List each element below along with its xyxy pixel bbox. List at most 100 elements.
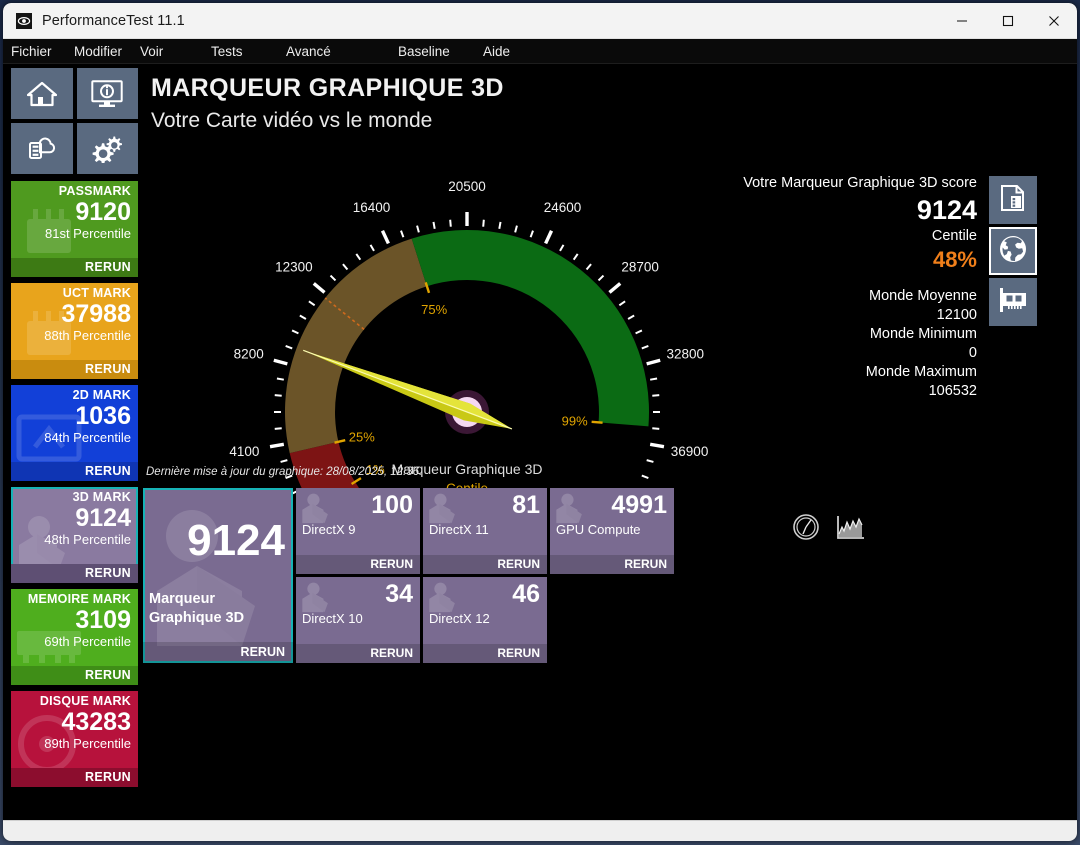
tile-name: Marqueur Graphique 3D <box>143 566 293 628</box>
mark-name: 2D MARK <box>72 388 131 402</box>
tile-directx-11[interactable]: 81 DirectX 11 RERUN <box>423 488 547 574</box>
globe-world-button[interactable] <box>989 227 1037 275</box>
rerun-button[interactable]: RERUN <box>11 666 138 685</box>
system-info-button[interactable] <box>76 68 138 119</box>
minimize-button[interactable] <box>939 3 985 39</box>
gauge-tick-label: 4100 <box>229 444 259 459</box>
tile-directx-9[interactable]: 100 DirectX 9 RERUN <box>296 488 420 574</box>
mark-percentile: 84th Percentile <box>44 430 131 445</box>
tile-directx-12[interactable]: 46 DirectX 12 RERUN <box>423 577 547 663</box>
line-chart-view-icon <box>835 513 865 546</box>
report-document-button[interactable] <box>989 176 1037 224</box>
mark-name: 3D MARK <box>72 490 131 504</box>
globe-world-icon <box>997 233 1029 270</box>
line-chart-view-button[interactable] <box>833 514 867 544</box>
close-button[interactable] <box>1031 3 1077 39</box>
score-value: 9124 <box>916 195 977 225</box>
sidebar-mark-memoire-mark[interactable]: MEMOIRE MARK 3109 69th Percentile RERUN <box>11 589 138 685</box>
window-controls <box>939 3 1077 39</box>
gauge-tick-label: 28700 <box>621 260 659 275</box>
gauge-view-icon <box>792 513 820 546</box>
mark-name: DISQUE MARK <box>39 694 131 708</box>
page-title: MARQUEUR GRAPHIQUE 3D <box>151 74 504 102</box>
rerun-button[interactable]: RERUN <box>296 555 420 574</box>
system-info-icon <box>91 79 123 108</box>
tile-marqueur-graphique-3d[interactable]: 9124 Marqueur Graphique 3D RERUN <box>143 488 293 663</box>
gauge-percentile-marker: 1% <box>366 462 385 477</box>
tile-gpu-compute[interactable]: 4991 GPU Compute RERUN <box>550 488 674 574</box>
menu-voir[interactable]: Voir <box>140 43 164 59</box>
gauge-title: Marqueur Graphique 3D <box>392 461 543 477</box>
settings-gears-icon <box>91 134 123 163</box>
gauge-tick-label: 32800 <box>667 347 705 362</box>
stat-value: 106532 <box>928 383 977 399</box>
toolbar <box>11 68 138 174</box>
mark-score: 43283 <box>61 708 131 736</box>
rerun-button[interactable]: RERUN <box>11 564 138 583</box>
rerun-button[interactable]: RERUN <box>11 462 138 481</box>
gauge-tick-label: 8200 <box>234 347 264 362</box>
sidebar-mark-2d-mark[interactable]: 2D MARK 1036 84th Percentile RERUN <box>11 385 138 481</box>
baseline-cloud-icon <box>26 135 58 163</box>
tile-name-line2: Graphique 3D <box>149 610 245 626</box>
mark-name: UCT MARK <box>62 286 131 300</box>
mark-score: 3109 <box>75 606 131 634</box>
rerun-button[interactable]: RERUN <box>550 555 674 574</box>
content-area: PASSMARK 9120 81st Percentile RERUN UCT MARK… <box>3 64 1077 820</box>
mark-name: MEMOIRE MARK <box>27 592 131 606</box>
sidebar-mark-3d-mark[interactable]: 3D MARK 9124 48th Percentile RERUN <box>11 487 138 583</box>
baseline-button[interactable] <box>11 123 73 174</box>
sidebar: PASSMARK 9120 81st Percentile RERUN UCT MARK… <box>3 64 143 820</box>
menu-aide[interactable]: Aide <box>483 43 511 59</box>
gauge-tick-label: 12300 <box>275 260 313 275</box>
sidebar-mark-disque-mark[interactable]: DISQUE MARK 43283 89th Percentile RERUN <box>11 691 138 787</box>
mark-score: 37988 <box>61 300 131 328</box>
tile-score: 81 <box>512 491 540 519</box>
gauge-percentile-marker: 25% <box>349 429 375 444</box>
rerun-button[interactable]: RERUN <box>11 360 138 379</box>
rerun-button[interactable]: RERUN <box>423 555 547 574</box>
chart-view-toggles <box>789 513 867 546</box>
sidebar-mark-uct-mark[interactable]: UCT MARK 37988 88th Percentile RERUN <box>11 283 138 379</box>
gauge-percentile-marker: 99% <box>562 413 588 428</box>
rerun-button[interactable]: RERUN <box>11 258 138 277</box>
percentile-gauge: 0410082001230016400205002460028700328003… <box>203 150 763 530</box>
sidebar-mark-passmark[interactable]: PASSMARK 9120 81st Percentile RERUN <box>11 181 138 277</box>
menu-fichier[interactable]: Fichier <box>11 43 52 59</box>
percentile-value: 48% <box>932 247 977 272</box>
tile-name: DirectX 9 <box>302 522 356 537</box>
tile-name: DirectX 11 <box>429 522 489 537</box>
maximize-button[interactable] <box>985 3 1031 39</box>
chart-updated-label: Dernière mise à jour du graphique: 28/08… <box>146 466 423 478</box>
main-panel: MARQUEUR GRAPHIQUE 3D Votre Carte vidéo … <box>143 64 1077 820</box>
menu-avanc[interactable]: Avancé <box>286 43 331 59</box>
rerun-button[interactable]: RERUN <box>143 642 293 663</box>
tile-score: 100 <box>371 491 413 519</box>
tile-directx-10[interactable]: 34 DirectX 10 RERUN <box>296 577 420 663</box>
rerun-button[interactable]: RERUN <box>423 644 547 663</box>
tile-score: 46 <box>512 580 540 608</box>
rerun-button[interactable]: RERUN <box>296 644 420 663</box>
stat-label: Monde Minimum <box>869 326 977 342</box>
percentile-label: Centile <box>931 228 977 244</box>
settings-button[interactable] <box>76 123 138 174</box>
home-button[interactable] <box>11 68 73 119</box>
window-titlebar[interactable]: PerformanceTest 11.1 <box>3 3 1077 39</box>
gauge-view-button[interactable] <box>789 513 823 546</box>
test-result-tiles: 9124 Marqueur Graphique 3D RERUN 100 Dire… <box>143 488 674 663</box>
gauge-percentile-marker: 75% <box>421 302 447 317</box>
menu-baseline[interactable]: Baseline <box>398 43 450 59</box>
mark-score: 9124 <box>75 504 131 532</box>
score-info-panel: Votre Marqueur Graphique 3D score 9124 C… <box>717 174 977 401</box>
mark-percentile: 69th Percentile <box>44 634 131 649</box>
menu-tests[interactable]: Tests <box>211 43 243 59</box>
tile-name: DirectX 10 <box>302 611 363 626</box>
report-document-icon <box>998 183 1028 218</box>
graphics-card-icon <box>997 285 1029 320</box>
rerun-button[interactable]: RERUN <box>11 768 138 787</box>
graphics-card-button[interactable] <box>989 278 1037 326</box>
world-stats-rows: Monde Moyenne 12100 Monde Minimum 0 Monde Ma… <box>717 287 977 401</box>
menu-modifier[interactable]: Modifier <box>74 43 123 59</box>
page-subtitle: Votre Carte vidéo vs le monde <box>151 109 433 132</box>
